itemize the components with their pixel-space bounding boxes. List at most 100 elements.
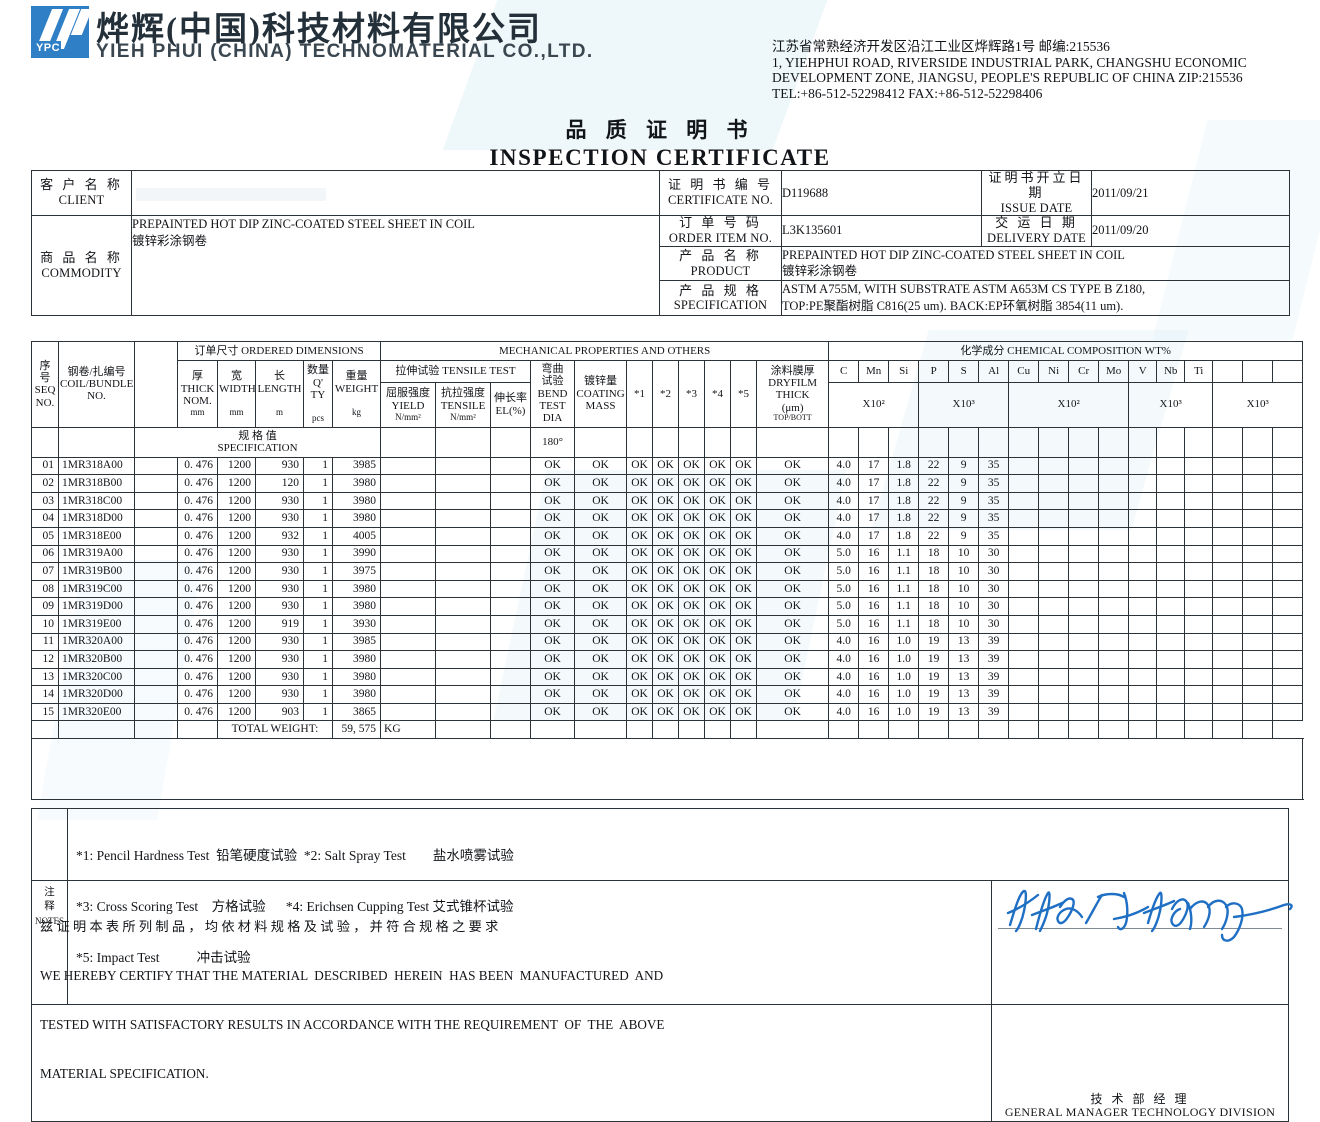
cell-c: 4.0 — [828, 491, 860, 511]
cell-dryfilm: OK — [756, 544, 830, 564]
cell-cr — [1068, 597, 1100, 616]
cell-si: 1.1 — [888, 597, 920, 616]
cell-seq: 07 — [31, 562, 59, 581]
cell-width: 1200 — [217, 579, 256, 599]
cell-seq: 08 — [31, 579, 59, 599]
spec-row-v — [1128, 426, 1158, 458]
spec-row-b2 — [1242, 426, 1274, 458]
cell-cr — [1068, 632, 1100, 652]
cell-blank — [134, 456, 178, 476]
cell-b2 — [1242, 456, 1274, 476]
cell-yield — [380, 544, 437, 564]
cell-p: 19 — [918, 667, 950, 687]
cell-s: 13 — [948, 650, 980, 669]
cell-yield — [380, 667, 437, 687]
spec-row-nb — [1156, 426, 1186, 458]
spec-row-s1 — [626, 426, 654, 458]
cell-thick: 0. 476 — [177, 474, 218, 493]
cell-blank — [134, 614, 178, 634]
cell-coil: 1MR318B00 — [58, 474, 135, 493]
cell-s5: OK — [730, 456, 758, 476]
cell-blank — [134, 491, 178, 511]
cell-b3 — [1272, 632, 1304, 652]
cell-width: 1200 — [217, 632, 256, 652]
cell-dryfilm: OK — [756, 562, 830, 581]
cell-s2: OK — [652, 456, 680, 476]
cell-b1 — [1212, 597, 1244, 616]
cell-bend: OK — [530, 456, 576, 476]
table-row: 13 1MR320C00 0. 476 1200 930 1 3980 OK OK OK OK OK O… — [31, 667, 1304, 687]
cell-coil: 1MR318E00 — [58, 526, 135, 546]
cell-cu — [1008, 667, 1040, 687]
col-chem-Mo: Mo — [1098, 360, 1130, 383]
cell-mn: 16 — [858, 579, 890, 599]
cell-mn: 17 — [858, 474, 890, 493]
cell-b1 — [1212, 544, 1244, 564]
cell-tensile — [435, 667, 492, 687]
cell-dryfilm: OK — [756, 579, 830, 599]
cell-si: 1.1 — [888, 579, 920, 599]
cell-p: 22 — [918, 491, 950, 511]
cell-blank — [134, 526, 178, 546]
cell-ti — [1184, 579, 1214, 599]
col-width: 宽 WIDTH mm — [217, 360, 256, 428]
cell-yield — [380, 597, 437, 616]
cell-s1: OK — [626, 526, 654, 546]
cell-mo — [1098, 579, 1130, 599]
spec-row-cr — [1068, 426, 1100, 458]
cell-weight: 3865 — [331, 702, 382, 722]
cell-tensile — [435, 474, 492, 493]
cell-thick: 0. 476 — [177, 544, 218, 564]
cell-yield — [380, 579, 437, 599]
cell-cr — [1068, 650, 1100, 669]
cell-s1: OK — [626, 632, 654, 652]
cell-c: 5.0 — [828, 579, 860, 599]
cell-cu — [1008, 526, 1040, 546]
cell-weight: 3980 — [331, 667, 382, 687]
cell-b2 — [1242, 597, 1274, 616]
col-chem-Al: Al — [978, 360, 1010, 383]
cell-seq: 15 — [31, 702, 59, 722]
certificate-no-label: 证 明 书 编 号 CERTIFICATE NO. — [659, 169, 782, 217]
cell-dryfilm: OK — [756, 614, 830, 634]
cell-v — [1128, 650, 1158, 669]
cell-nb — [1156, 650, 1186, 669]
cell-s1: OK — [626, 702, 654, 722]
table-row: 05 1MR318E00 0. 476 1200 932 1 4005 OK OK OK OK OK O… — [31, 526, 1304, 546]
cell-s4: OK — [704, 597, 732, 616]
cell-cu — [1008, 562, 1040, 581]
cell-length: 930 — [255, 579, 304, 599]
company-address: 江苏省常熟经济开发区沿江工业区烨辉路1号 邮编:215536 1, YIEHPH… — [772, 39, 1247, 101]
cell-v — [1128, 562, 1158, 581]
certify-en-1: WE HEREBY CERTIFY THAT THE MATERIAL DESC… — [40, 968, 664, 984]
cell-si: 1.1 — [888, 614, 920, 634]
cell-c: 4.0 — [828, 526, 860, 546]
cell-ni — [1038, 544, 1070, 564]
cell-v — [1128, 579, 1158, 599]
cell-p: 22 — [918, 526, 950, 546]
spec-row-al — [978, 426, 1010, 458]
cell-b2 — [1242, 474, 1274, 493]
cell-length: 930 — [255, 632, 304, 652]
cell-s3: OK — [678, 650, 706, 669]
spec-row-coating — [574, 426, 628, 458]
spec-row-p — [918, 426, 950, 458]
cell-b1 — [1212, 614, 1244, 634]
cell-bend: OK — [530, 614, 576, 634]
cell-yield — [380, 614, 437, 634]
cell-v — [1128, 474, 1158, 493]
group-mechanical: MECHANICAL PROPERTIES AND OTHERS — [380, 341, 830, 361]
cell-qty: 1 — [303, 650, 333, 669]
cell-length: 930 — [255, 597, 304, 616]
cell-cr — [1068, 544, 1100, 564]
cell-s2: OK — [652, 702, 680, 722]
cell-s5: OK — [730, 526, 758, 546]
cell-nb — [1156, 667, 1186, 687]
cell-al: 30 — [978, 597, 1010, 616]
company-name-en: YIEH PHUI (CHINA) TECHNOMATERIAL CO.,LTD… — [96, 41, 594, 62]
cell-p: 22 — [918, 456, 950, 476]
cell-al: 30 — [978, 579, 1010, 599]
cell-qty: 1 — [303, 491, 333, 511]
signature-block: 技 术 部 经 理 GENERAL MANAGER TECHNOLOGY DIV… — [991, 880, 1293, 1122]
cell-mo — [1098, 597, 1130, 616]
